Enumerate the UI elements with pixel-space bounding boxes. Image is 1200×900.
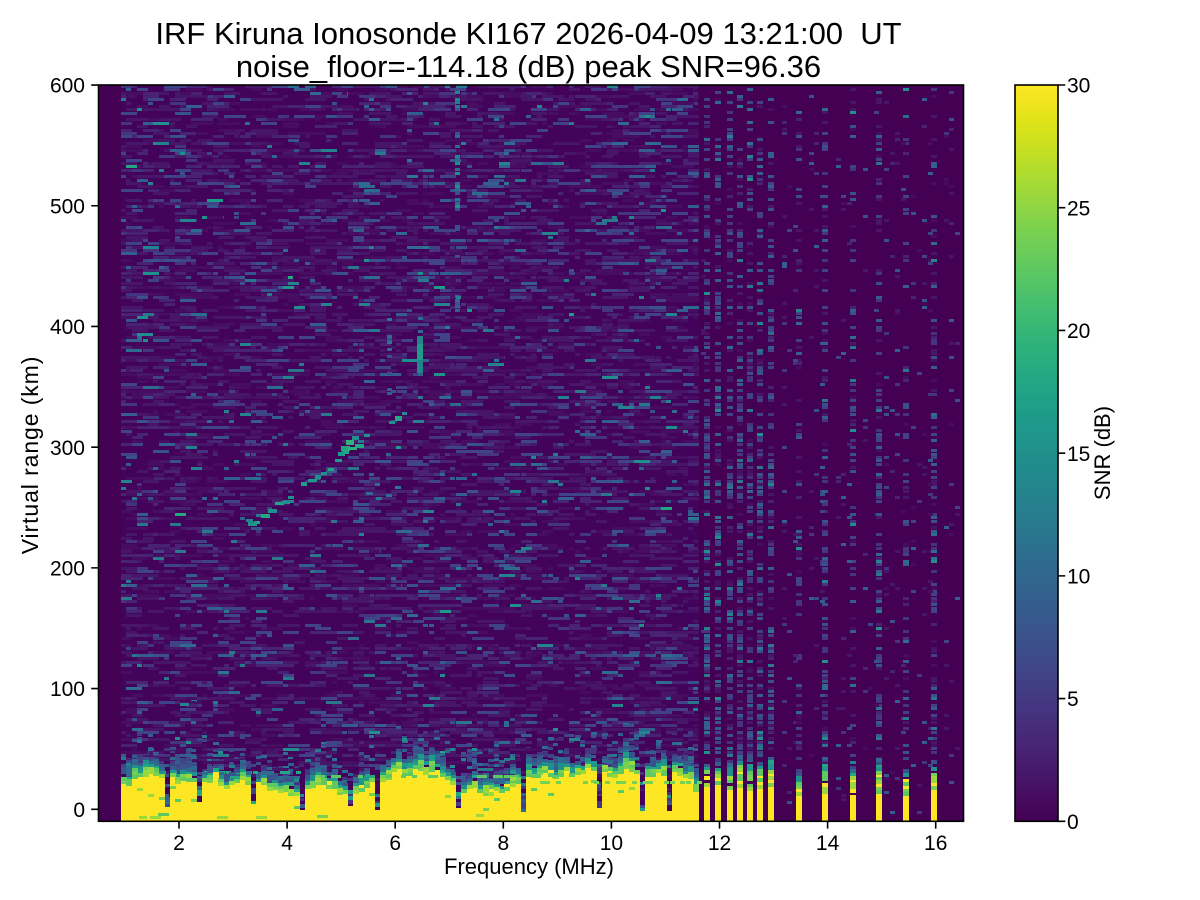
svg-text:15: 15: [1067, 443, 1090, 466]
svg-text:2: 2: [173, 832, 185, 855]
svg-text:noise_floor=-114.18 (dB) peak: noise_floor=-114.18 (dB) peak SNR=96.36: [236, 49, 821, 84]
svg-text:16: 16: [924, 832, 947, 855]
svg-text:20: 20: [1067, 320, 1090, 343]
svg-text:100: 100: [50, 678, 85, 701]
svg-text:25: 25: [1067, 197, 1090, 220]
svg-text:Frequency (MHz): Frequency (MHz): [444, 854, 614, 879]
svg-text:0: 0: [73, 799, 85, 822]
svg-text:500: 500: [50, 195, 85, 218]
svg-text:4: 4: [281, 832, 293, 855]
svg-text:30: 30: [1067, 75, 1090, 98]
svg-text:6: 6: [389, 832, 401, 855]
svg-text:200: 200: [50, 557, 85, 580]
svg-text:8: 8: [497, 832, 509, 855]
svg-text:300: 300: [50, 437, 85, 460]
svg-text:IRF Kiruna Ionosonde KI167 202: IRF Kiruna Ionosonde KI167 2026-04-09 13…: [155, 16, 901, 51]
svg-text:10: 10: [600, 832, 623, 855]
svg-text:12: 12: [708, 832, 731, 855]
svg-text:14: 14: [816, 832, 840, 855]
svg-text:SNR (dB): SNR (dB): [1090, 406, 1115, 500]
svg-text:600: 600: [50, 75, 85, 98]
svg-text:5: 5: [1067, 688, 1079, 711]
svg-text:10: 10: [1067, 565, 1090, 588]
svg-text:400: 400: [50, 316, 85, 339]
svg-text:0: 0: [1067, 811, 1079, 834]
svg-text:Virtual range (km): Virtual range (km): [17, 356, 43, 555]
